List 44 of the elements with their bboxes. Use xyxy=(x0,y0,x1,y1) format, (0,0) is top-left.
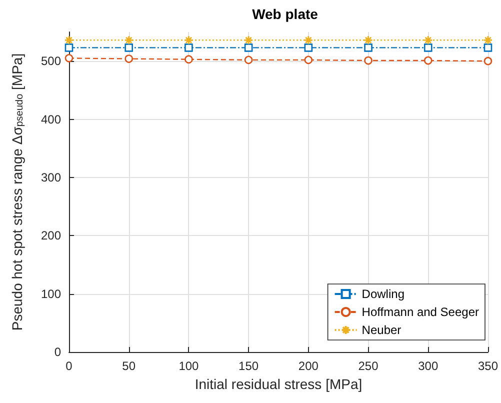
point xyxy=(484,56,492,66)
point xyxy=(424,44,432,52)
point xyxy=(124,35,134,45)
point xyxy=(304,44,313,52)
point xyxy=(184,44,193,52)
point xyxy=(64,44,74,52)
point xyxy=(364,35,374,45)
x-tick-label: 0 xyxy=(66,359,73,373)
x-tick-label: 50 xyxy=(122,359,136,373)
point xyxy=(364,44,372,52)
point xyxy=(64,54,74,62)
x-tick-label: 250 xyxy=(358,359,379,373)
point xyxy=(423,35,433,45)
y-tick-label: 200 xyxy=(40,228,62,243)
x-tick-label: 150 xyxy=(238,359,259,373)
y-tick-label: 300 xyxy=(40,170,62,184)
point xyxy=(184,55,193,64)
point xyxy=(244,56,253,64)
point xyxy=(304,56,313,64)
y-tick-label: 400 xyxy=(40,112,62,126)
point xyxy=(484,44,492,52)
legend-label: Neuber xyxy=(362,323,402,337)
legend-label: Dowling xyxy=(362,287,404,301)
point xyxy=(244,35,254,45)
y-axis-title: Pseudo hot spot stress range Δσpseudo [MPa] xyxy=(9,53,26,331)
point xyxy=(244,44,253,52)
point xyxy=(424,56,432,65)
point xyxy=(64,35,74,45)
legend-label: Hoffmann and Seeger xyxy=(362,305,480,319)
point xyxy=(364,56,372,65)
x-axis-title: Initial residual stress [MPa] xyxy=(194,376,362,392)
point xyxy=(304,35,314,45)
point xyxy=(184,35,194,45)
x-tick-label: 300 xyxy=(418,359,438,373)
point xyxy=(124,54,134,63)
x-tick-label: 350 xyxy=(478,359,498,373)
x-tick-label: 100 xyxy=(178,359,200,373)
x-tick-label: 200 xyxy=(298,359,319,373)
point xyxy=(124,44,134,52)
chart-title: Web plate xyxy=(252,6,318,22)
y-tick-label: 500 xyxy=(40,54,62,68)
y-tick-label: 100 xyxy=(40,286,62,301)
y-tick-label: 0 xyxy=(54,345,62,359)
point xyxy=(483,35,493,45)
